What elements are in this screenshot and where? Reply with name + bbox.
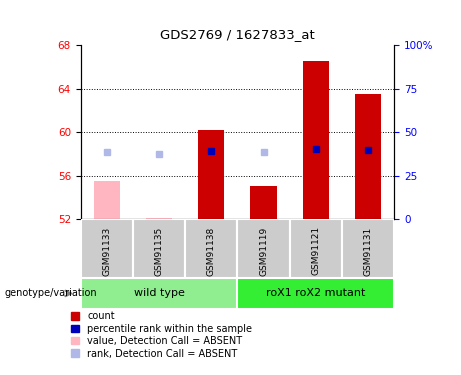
Text: GSM91119: GSM91119 [259,226,268,276]
Text: GSM91131: GSM91131 [364,226,372,276]
Text: genotype/variation: genotype/variation [5,288,97,298]
Text: GSM91133: GSM91133 [102,226,111,276]
Bar [355,94,381,219]
Text: GSM91121: GSM91121 [311,226,320,276]
Bar [290,219,342,278]
Bar [342,219,394,278]
Bar [303,62,329,219]
Bar [250,186,277,219]
Bar [185,219,237,278]
Text: wild type: wild type [134,288,184,298]
Legend: count, percentile rank within the sample, value, Detection Call = ABSENT, rank, : count, percentile rank within the sample… [71,311,252,358]
Bar [133,219,185,278]
Bar [237,278,394,309]
Bar [198,130,225,219]
Text: GSM91135: GSM91135 [154,226,164,276]
Bar [81,278,237,309]
Bar [146,218,172,219]
Bar [94,181,120,219]
Text: GSM91138: GSM91138 [207,226,216,276]
Title: GDS2769 / 1627833_at: GDS2769 / 1627833_at [160,28,315,41]
Text: roX1 roX2 mutant: roX1 roX2 mutant [266,288,366,298]
Bar [237,219,290,278]
Bar [81,219,133,278]
